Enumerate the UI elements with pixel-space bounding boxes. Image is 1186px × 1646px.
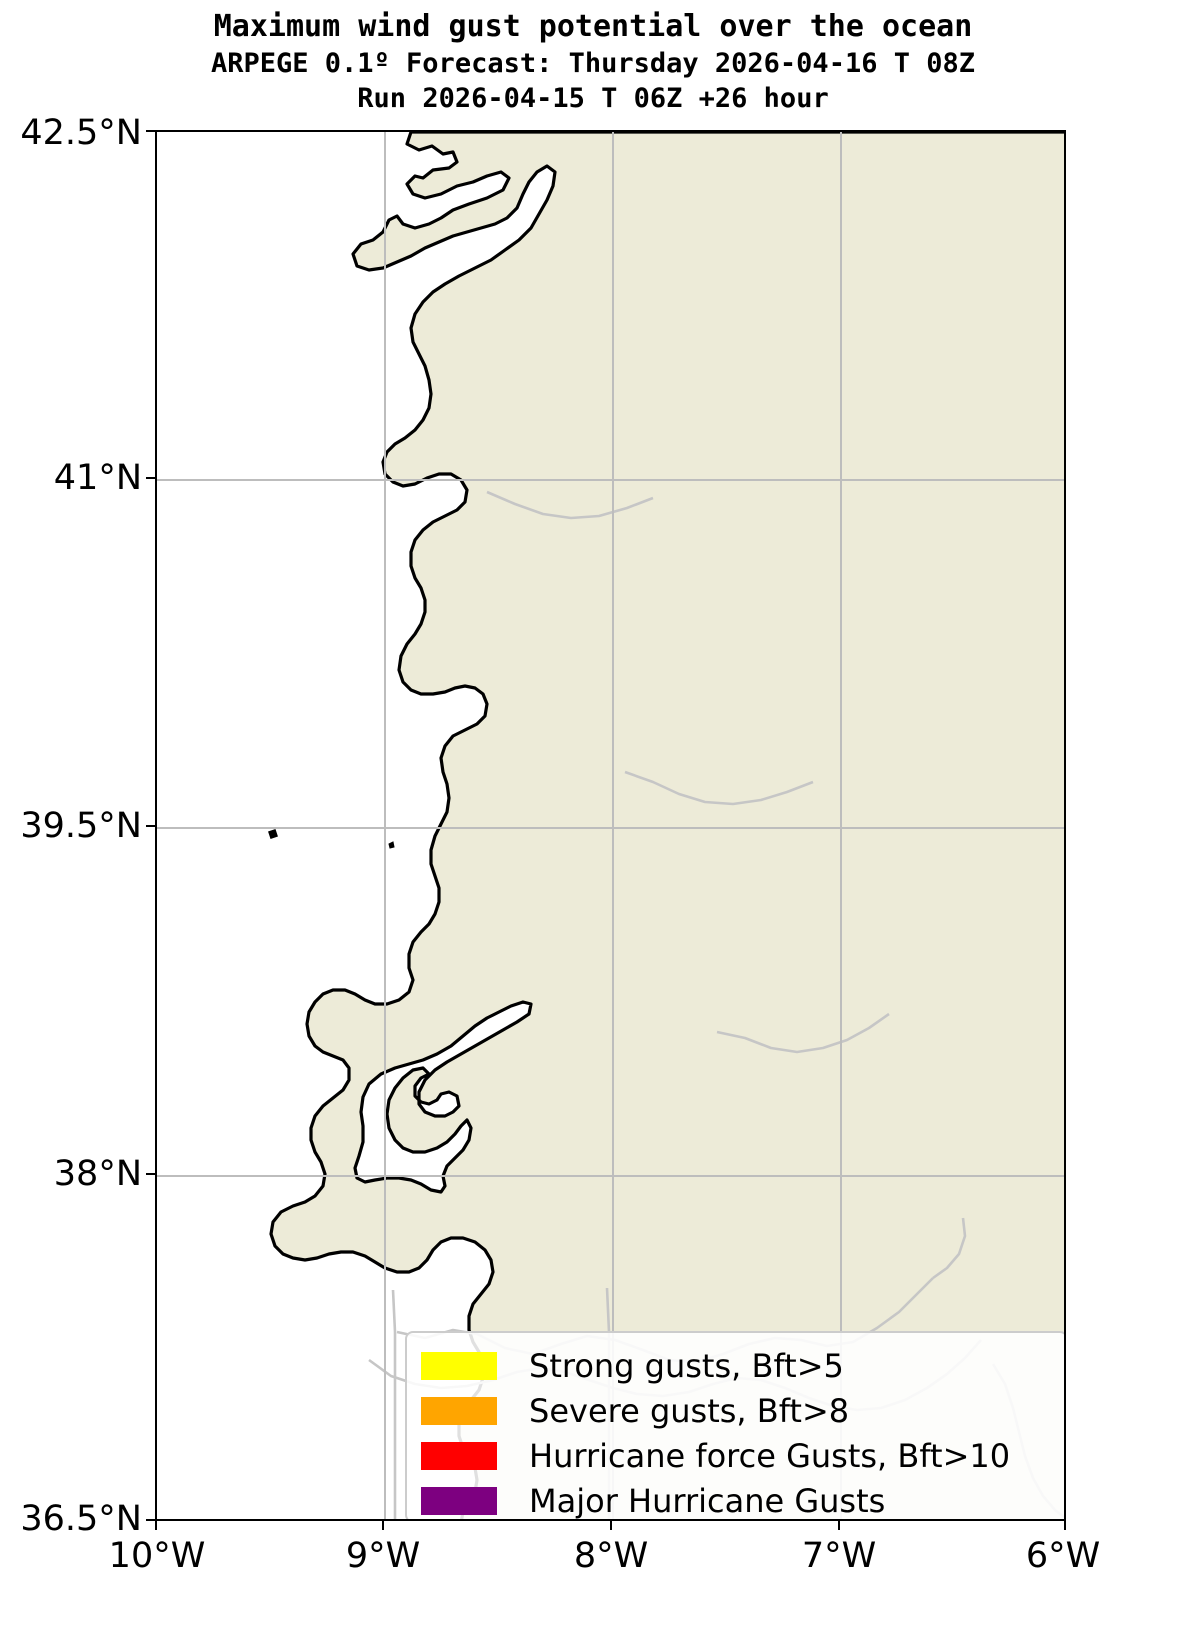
x-tick-label-7w: 7°W	[801, 1536, 877, 1576]
x-tick-label-8w: 8°W	[573, 1536, 649, 1576]
legend-item-strong-gusts[interactable]: Strong gusts, Bft>5	[407, 1343, 1064, 1388]
gridline-38n	[157, 1175, 1064, 1177]
x-tick-label-9w: 9°W	[345, 1536, 421, 1576]
map-plot-area[interactable]: Strong gusts, Bft>5 Severe gusts, Bft>8 …	[155, 130, 1066, 1521]
legend-label-major-hurricane-gusts: Major Hurricane Gusts	[529, 1481, 886, 1520]
chart-title-block: Maximum wind gust potential over the oce…	[0, 8, 1186, 116]
land-polygon	[269, 132, 1064, 1519]
legend-label-strong-gusts: Strong gusts, Bft>5	[529, 1346, 844, 1385]
legend-label-hurricane-force-gusts: Hurricane force Gusts, Bft>10	[529, 1436, 1011, 1475]
y-tick-label-365n: 36.5°N	[20, 1499, 142, 1539]
legend-item-major-hurricane-gusts[interactable]: Major Hurricane Gusts	[407, 1478, 1064, 1520]
x-tick-10w	[155, 1521, 157, 1530]
legend-label-severe-gusts: Severe gusts, Bft>8	[529, 1391, 850, 1430]
legend-swatch-yellow	[421, 1351, 497, 1380]
x-tick-label-6w: 6°W	[1025, 1536, 1101, 1576]
gridline-41n	[157, 479, 1064, 481]
y-tick-365n	[146, 1519, 155, 1521]
gridline-8w	[612, 132, 614, 1519]
x-tick-label-10w: 10°W	[108, 1536, 206, 1576]
legend-box[interactable]: Strong gusts, Bft>5 Severe gusts, Bft>8 …	[405, 1331, 1064, 1520]
y-tick-label-38n: 38°N	[53, 1154, 142, 1194]
x-tick-8w	[610, 1521, 612, 1530]
gridline-9w	[384, 132, 386, 1519]
x-tick-6w	[1064, 1521, 1066, 1530]
y-tick-label-395n: 39.5°N	[20, 806, 142, 846]
legend-item-severe-gusts[interactable]: Severe gusts, Bft>8	[407, 1388, 1064, 1433]
gridline-395n	[157, 827, 1064, 829]
gridline-7w	[840, 132, 842, 1519]
y-tick-425n	[146, 130, 155, 132]
chart-subtitle: ARPEGE 0.1º Forecast: Thursday 2026-04-1…	[210, 48, 975, 79]
x-tick-7w	[838, 1521, 840, 1530]
legend-swatch-red	[421, 1441, 497, 1470]
berlengas-island	[268, 829, 278, 839]
chart-title: Maximum wind gust potential over the oce…	[213, 9, 973, 44]
tagus-estuary	[353, 1000, 533, 1194]
y-tick-395n	[146, 825, 155, 827]
legend-item-hurricane-force-gusts[interactable]: Hurricane force Gusts, Bft>10	[407, 1433, 1064, 1478]
y-tick-38n	[146, 1173, 155, 1175]
coastal-dot	[388, 841, 395, 849]
chart-run-info: Run 2026-04-15 T 06Z +26 hour	[357, 83, 829, 114]
y-tick-41n	[146, 477, 155, 479]
x-tick-9w	[382, 1521, 384, 1530]
legend-swatch-orange	[421, 1396, 497, 1425]
y-tick-label-425n: 42.5°N	[20, 113, 142, 153]
legend-swatch-purple	[421, 1486, 497, 1515]
y-tick-label-41n: 41°N	[53, 458, 142, 498]
